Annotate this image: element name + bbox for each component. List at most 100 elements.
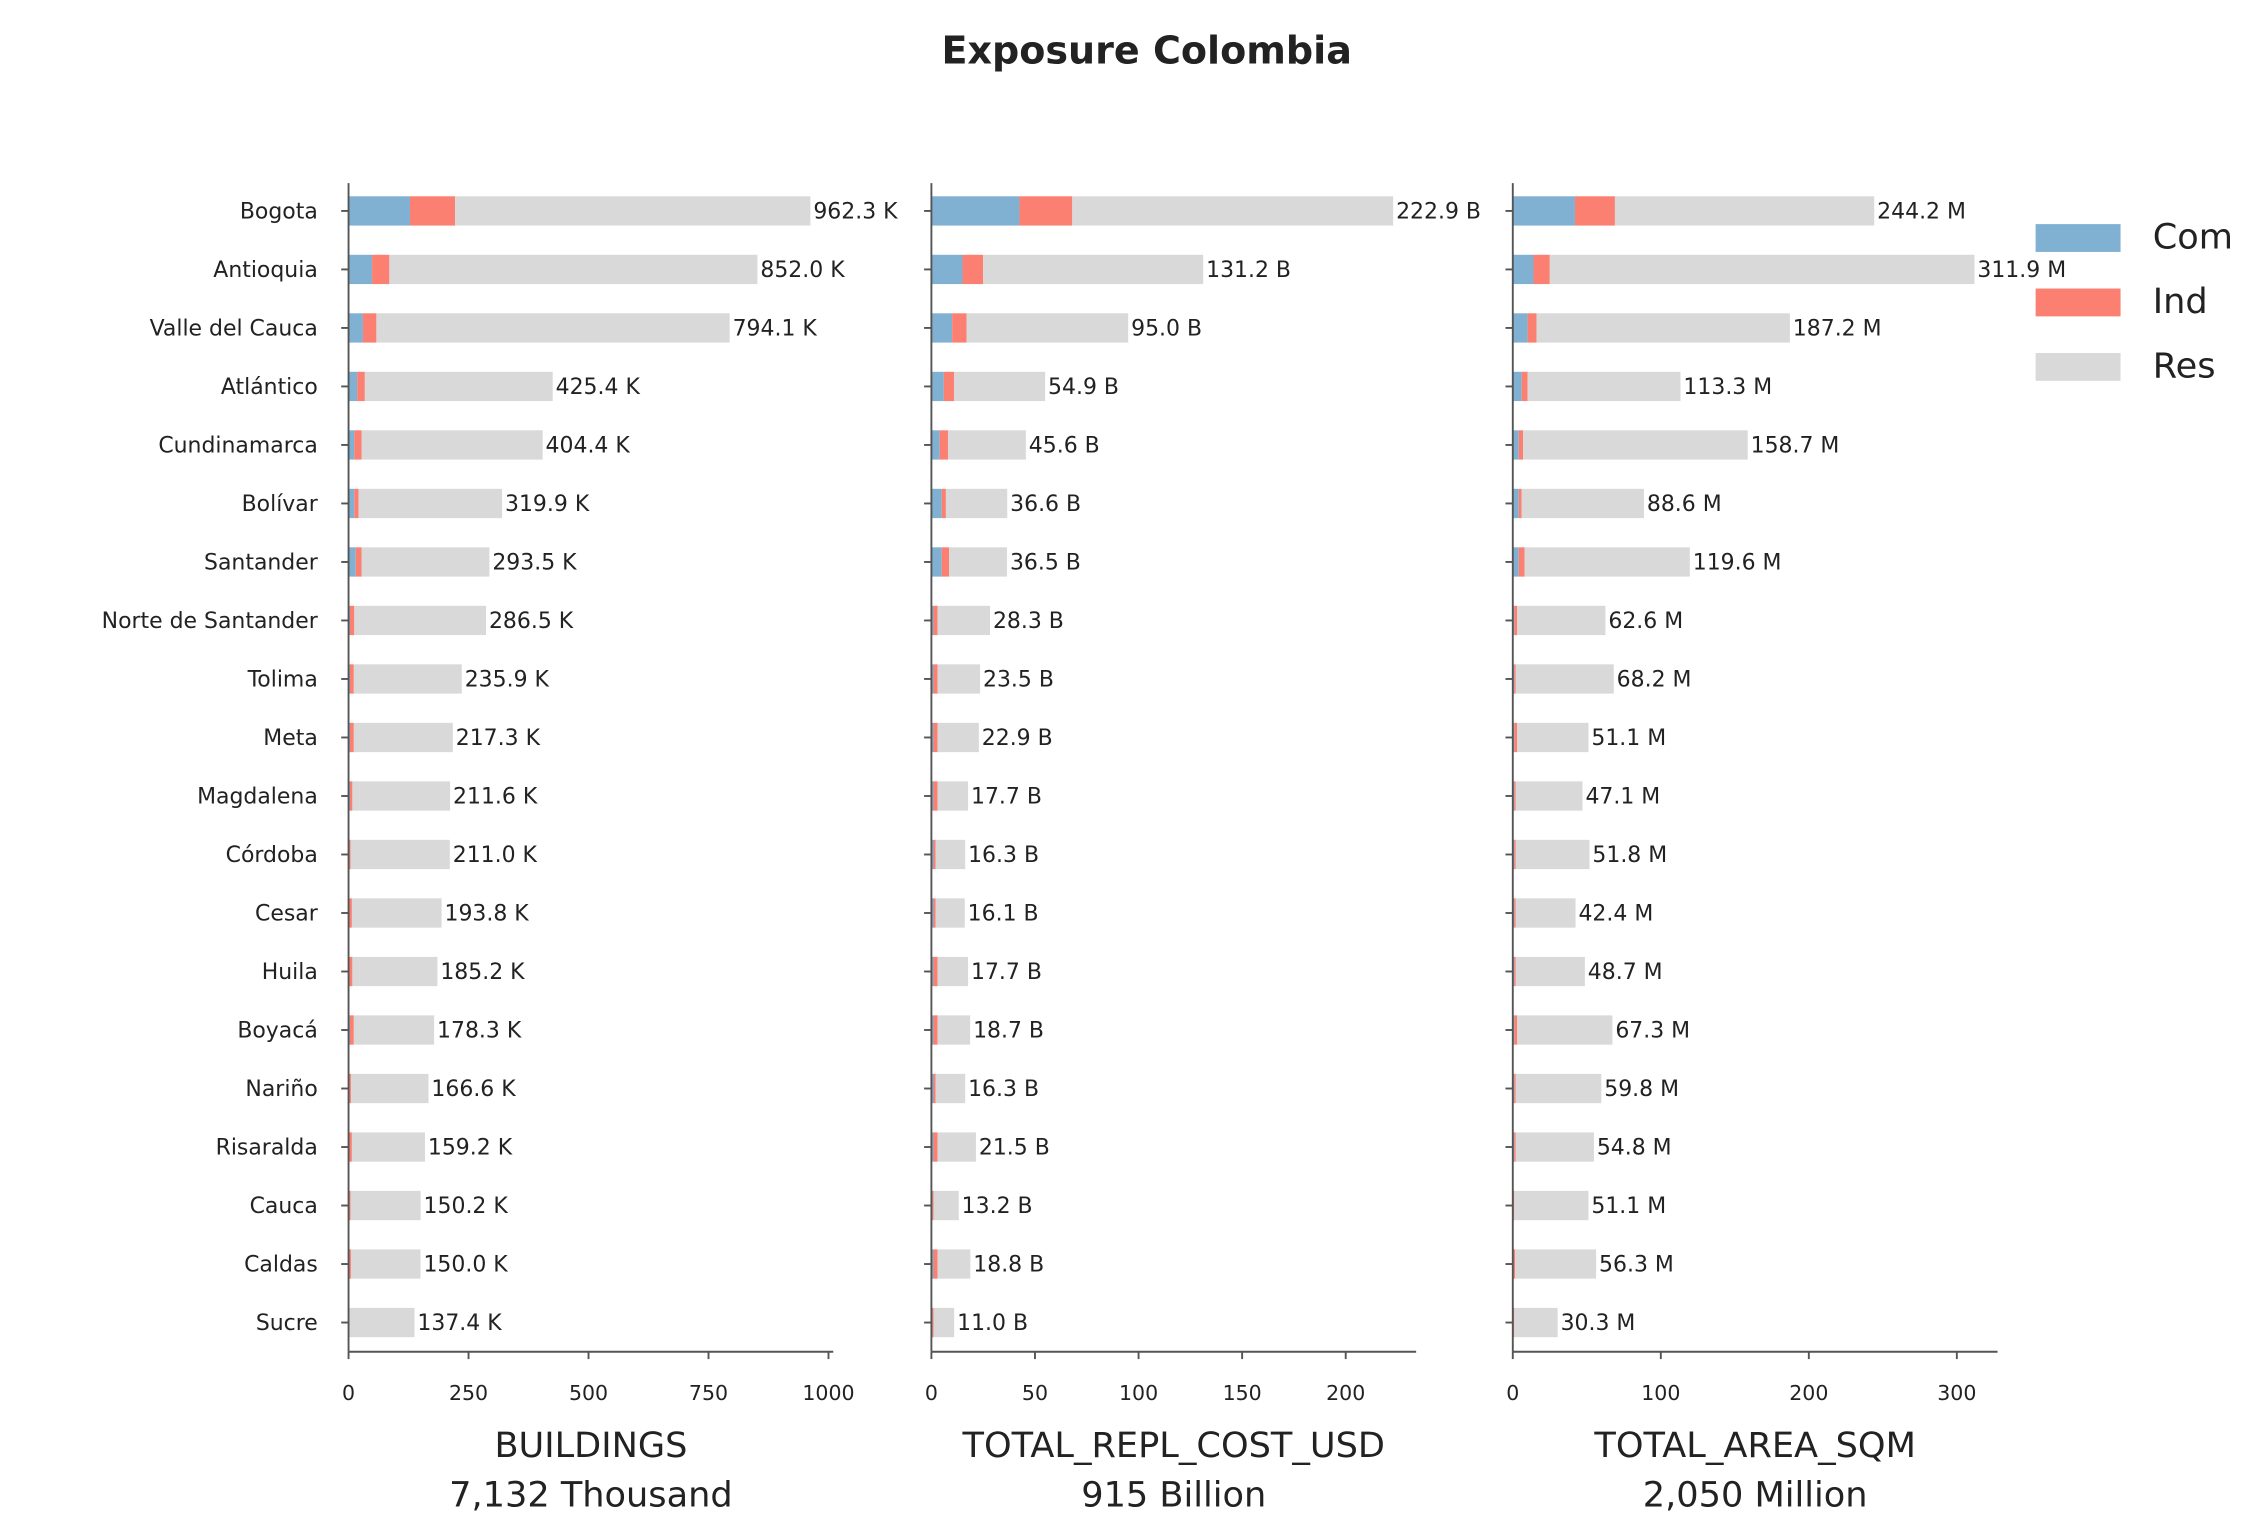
value-label: 150.0 K <box>423 1252 508 1277</box>
bar-segment <box>1514 1015 1518 1045</box>
x-tick-label: 200 <box>1326 1381 1365 1405</box>
x-tick-label: 250 <box>449 1381 488 1405</box>
bar-segment <box>966 313 1129 343</box>
legend-label: Ind <box>2153 281 2208 322</box>
bar-segment <box>933 1249 938 1279</box>
x-tick-label: 150 <box>1223 1381 1262 1405</box>
bar-segment <box>933 1015 938 1045</box>
legend-swatch <box>2035 224 2121 252</box>
bar-segment <box>348 430 355 460</box>
bar-segment <box>1514 605 1518 636</box>
value-label: 56.3 M <box>1599 1252 1674 1277</box>
y-tick-label: Meta <box>263 726 318 751</box>
bar-segment <box>933 664 938 694</box>
bar-segment <box>933 722 938 753</box>
bar-segment <box>348 313 363 343</box>
bar-segment <box>947 430 1026 460</box>
value-label: 95.0 B <box>1131 316 1202 341</box>
bar-segment <box>348 371 358 402</box>
bar-segment <box>939 430 948 460</box>
bar-segment <box>349 1307 415 1338</box>
bar-segment <box>1514 1132 1516 1162</box>
bar-segment <box>931 839 934 870</box>
bar-segment <box>931 722 934 753</box>
value-label: 22.9 B <box>982 726 1053 751</box>
value-label: 185.2 K <box>440 960 525 985</box>
x-axis-total: 7,132 Thousand <box>449 1475 733 1516</box>
bar-segment <box>952 313 967 343</box>
value-label: 13.2 B <box>962 1194 1033 1219</box>
bar-segment <box>1512 254 1534 285</box>
bar-segment <box>943 371 955 402</box>
bar-segment <box>349 605 355 636</box>
bar-segment <box>931 547 942 577</box>
value-label: 244.2 M <box>1877 199 1966 224</box>
bar-segment <box>353 722 453 753</box>
x-tick-label: 50 <box>1022 1381 1048 1405</box>
bar-segment <box>937 1249 971 1279</box>
bar-segment <box>1512 196 1575 226</box>
value-label: 150.2 K <box>424 1194 509 1219</box>
bar-segment <box>935 1073 966 1104</box>
bar-segment <box>1514 1307 1558 1338</box>
bar-segment <box>358 488 503 519</box>
bar-segment <box>1517 722 1589 753</box>
value-label: 36.5 B <box>1010 550 1081 575</box>
y-tick-label: Antioquia <box>213 258 317 283</box>
bar-segment <box>1515 664 1614 694</box>
bar-segment <box>1072 196 1394 226</box>
x-tick-label: 500 <box>569 1381 608 1405</box>
bar-segment <box>1514 898 1516 928</box>
x-axis-label: TOTAL_REPL_COST_USD <box>962 1425 1385 1466</box>
value-label: 48.7 M <box>1588 960 1663 985</box>
bar-segment <box>945 488 1008 519</box>
bar-segment <box>931 430 940 460</box>
bar-segment <box>389 254 758 285</box>
x-tick-label: 0 <box>925 1381 938 1405</box>
value-label: 404.4 K <box>546 433 631 458</box>
x-axis-total: 915 Billion <box>1081 1475 1266 1516</box>
bar-segment <box>1514 1190 1589 1221</box>
value-label: 54.9 B <box>1048 375 1119 400</box>
bar-segment <box>372 254 390 285</box>
bar-segment <box>932 1307 934 1338</box>
y-tick-label: Bolívar <box>242 492 319 517</box>
value-label: 193.8 K <box>444 901 529 926</box>
bar-segment <box>1515 898 1576 928</box>
bar-segment <box>351 898 442 928</box>
bar-segment <box>1521 371 1528 402</box>
bar-segment <box>364 371 553 402</box>
bar-segment <box>1019 196 1073 226</box>
value-label: 119.6 M <box>1693 550 1782 575</box>
bar-segment <box>1515 956 1585 987</box>
x-tick-label: 100 <box>1641 1381 1680 1405</box>
bar-segment <box>931 254 963 285</box>
bar-segment <box>348 488 355 519</box>
value-label: 21.5 B <box>979 1135 1050 1160</box>
x-axis-label: TOTAL_AREA_SQM <box>1593 1425 1915 1466</box>
value-label: 852.0 K <box>760 258 845 283</box>
value-label: 293.5 K <box>492 550 577 575</box>
bar-segment <box>1512 488 1519 519</box>
bar-segment <box>933 898 936 928</box>
bar-segment <box>1574 196 1615 226</box>
bar-segment <box>361 547 490 577</box>
y-tick-label: Huila <box>262 960 318 985</box>
x-tick-label: 100 <box>1119 1381 1158 1405</box>
bar-segment <box>931 605 934 636</box>
bar-segment <box>350 1249 421 1279</box>
bar-segment <box>376 313 730 343</box>
y-tick-label: Córdoba <box>226 843 318 868</box>
value-label: 217.3 K <box>456 726 541 751</box>
x-tick-label: 0 <box>1506 1381 1519 1405</box>
bar-segment <box>355 547 362 577</box>
value-label: 286.5 K <box>489 609 574 634</box>
bar-segment <box>933 1073 936 1104</box>
bar-segment <box>1513 1307 1515 1338</box>
value-label: 425.4 K <box>556 375 641 400</box>
x-axis-label: BUILDINGS <box>494 1425 687 1466</box>
bar-segment <box>1512 430 1519 460</box>
value-label: 962.3 K <box>813 199 898 224</box>
value-label: 51.8 M <box>1592 843 1667 868</box>
